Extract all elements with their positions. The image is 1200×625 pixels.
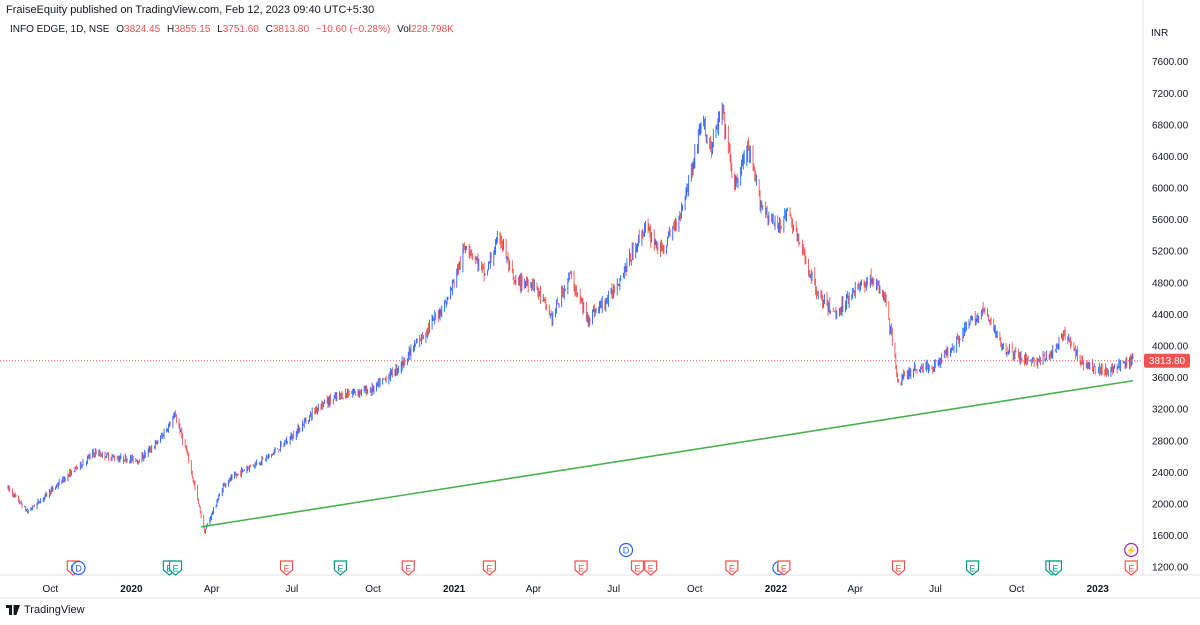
earnings-marker-icon bbox=[401, 560, 415, 576]
earnings-marker-label: E bbox=[173, 564, 179, 574]
published-caption: FraiseEquity published on TradingView.co… bbox=[6, 4, 375, 16]
x-tick-label: Jul bbox=[607, 584, 620, 595]
x-tick-label: Oct bbox=[1009, 584, 1025, 595]
earnings-marker-label: E bbox=[729, 564, 735, 574]
x-tick-label: Apr bbox=[526, 584, 542, 595]
y-tick-label: 3600.00 bbox=[1152, 373, 1189, 384]
earnings-marker-label: E bbox=[648, 564, 654, 574]
open-value: 3824.45 bbox=[124, 24, 161, 35]
y-tick-label: 2400.00 bbox=[1152, 468, 1189, 479]
x-tick-label: 2022 bbox=[765, 584, 788, 595]
y-tick-label: 5600.00 bbox=[1152, 215, 1189, 226]
y-tick-label: 1200.00 bbox=[1152, 563, 1189, 574]
x-tick-label: Apr bbox=[847, 584, 863, 595]
high-value: 3855.15 bbox=[174, 24, 211, 35]
y-tick-label: 6400.00 bbox=[1152, 152, 1189, 163]
low-value: 3751.60 bbox=[222, 24, 259, 35]
high-label: H bbox=[166, 24, 175, 35]
earnings-marker-icon bbox=[482, 560, 496, 576]
earnings-marker-label: E bbox=[284, 564, 290, 574]
y-tick-label: 5200.00 bbox=[1152, 247, 1189, 258]
earnings-marker-label: E bbox=[1052, 564, 1058, 574]
earnings-marker-icon bbox=[1124, 560, 1138, 576]
tradingview-brand: TradingView bbox=[24, 604, 85, 616]
dividend-marker-label: D bbox=[75, 564, 82, 574]
earnings-marker-icon bbox=[777, 560, 791, 576]
x-tick-label: 2021 bbox=[443, 584, 466, 595]
earnings-marker-icon bbox=[965, 560, 980, 576]
earnings-marker-label: E bbox=[578, 564, 584, 574]
close-value: 3813.80 bbox=[272, 24, 310, 35]
change-value: −10.60 (−0.28%) bbox=[315, 24, 391, 35]
x-tick-label: Oct bbox=[365, 584, 381, 595]
dividend-marker-label: D bbox=[623, 546, 630, 556]
y-tick-label: 2000.00 bbox=[1152, 499, 1189, 510]
y-tick-label: 2800.00 bbox=[1152, 436, 1189, 447]
earnings-marker-label: E bbox=[895, 564, 901, 574]
earnings-marker-label: E bbox=[1128, 564, 1134, 574]
x-tick-label: Jul bbox=[285, 584, 298, 595]
y-tick-label: 7200.00 bbox=[1152, 89, 1189, 100]
last-price-tag bbox=[1144, 353, 1190, 368]
x-tick-label: Jul bbox=[929, 584, 942, 595]
tradingview-footer: TradingView bbox=[6, 604, 85, 616]
symbol-label: INFO EDGE, 1D, NSE bbox=[10, 24, 110, 35]
y-tick-label: 3200.00 bbox=[1152, 405, 1189, 416]
earnings-marker-label: E bbox=[486, 564, 492, 574]
earnings-marker-icon bbox=[168, 560, 183, 576]
x-tick-label: Apr bbox=[204, 584, 220, 595]
y-tick-label: 4800.00 bbox=[1152, 278, 1189, 289]
low-label: L bbox=[217, 24, 223, 35]
volume-label: Vol bbox=[397, 24, 411, 35]
earnings-marker-label: E bbox=[405, 564, 411, 574]
x-tick-label: Oct bbox=[687, 584, 703, 595]
last-price-value: 3813.80 bbox=[1149, 356, 1186, 367]
ohlc-legend: INFO EDGE, 1D, NSE O3824.45 H3855.15 L37… bbox=[10, 24, 454, 35]
x-tick-label: 2023 bbox=[1087, 584, 1110, 595]
candlesticks bbox=[7, 102, 1134, 534]
earnings-marker-label: E bbox=[970, 564, 976, 574]
volume-value: 228.798K bbox=[411, 24, 454, 35]
close-label: C bbox=[265, 24, 273, 35]
y-tick-label: 4400.00 bbox=[1152, 310, 1189, 321]
y-tick-label: 6000.00 bbox=[1152, 184, 1189, 195]
x-tick-label: Oct bbox=[43, 584, 59, 595]
dividend-marker-icon bbox=[618, 542, 634, 558]
currency-label: INR bbox=[1151, 28, 1168, 39]
earnings-marker-icon bbox=[1048, 560, 1063, 576]
earnings-marker-label: E bbox=[337, 564, 343, 574]
y-tick-label: 1600.00 bbox=[1152, 531, 1189, 542]
y-tick-label: 7600.00 bbox=[1152, 57, 1189, 68]
x-tick-label: 2020 bbox=[120, 584, 143, 595]
earnings-marker-icon bbox=[574, 560, 588, 576]
earnings-marker-icon bbox=[333, 560, 347, 576]
dividend-marker-icon bbox=[71, 560, 86, 576]
earnings-marker-label: E bbox=[634, 564, 640, 574]
earnings-marker-icon bbox=[891, 560, 906, 576]
split-marker-icon bbox=[1124, 542, 1139, 558]
support-trendline bbox=[200, 379, 1134, 528]
open-label: O bbox=[116, 24, 125, 35]
split-marker-label: ⚡ bbox=[1126, 545, 1137, 557]
earnings-marker-icon bbox=[725, 560, 739, 576]
y-tick-label: 4000.00 bbox=[1152, 341, 1189, 352]
earnings-marker-icon bbox=[644, 560, 658, 576]
earnings-marker-icon bbox=[630, 560, 645, 576]
earnings-marker-label: E bbox=[781, 564, 787, 574]
earnings-marker-icon bbox=[280, 560, 294, 576]
y-tick-label: 6800.00 bbox=[1152, 120, 1189, 131]
tradingview-logo-icon bbox=[6, 605, 20, 615]
